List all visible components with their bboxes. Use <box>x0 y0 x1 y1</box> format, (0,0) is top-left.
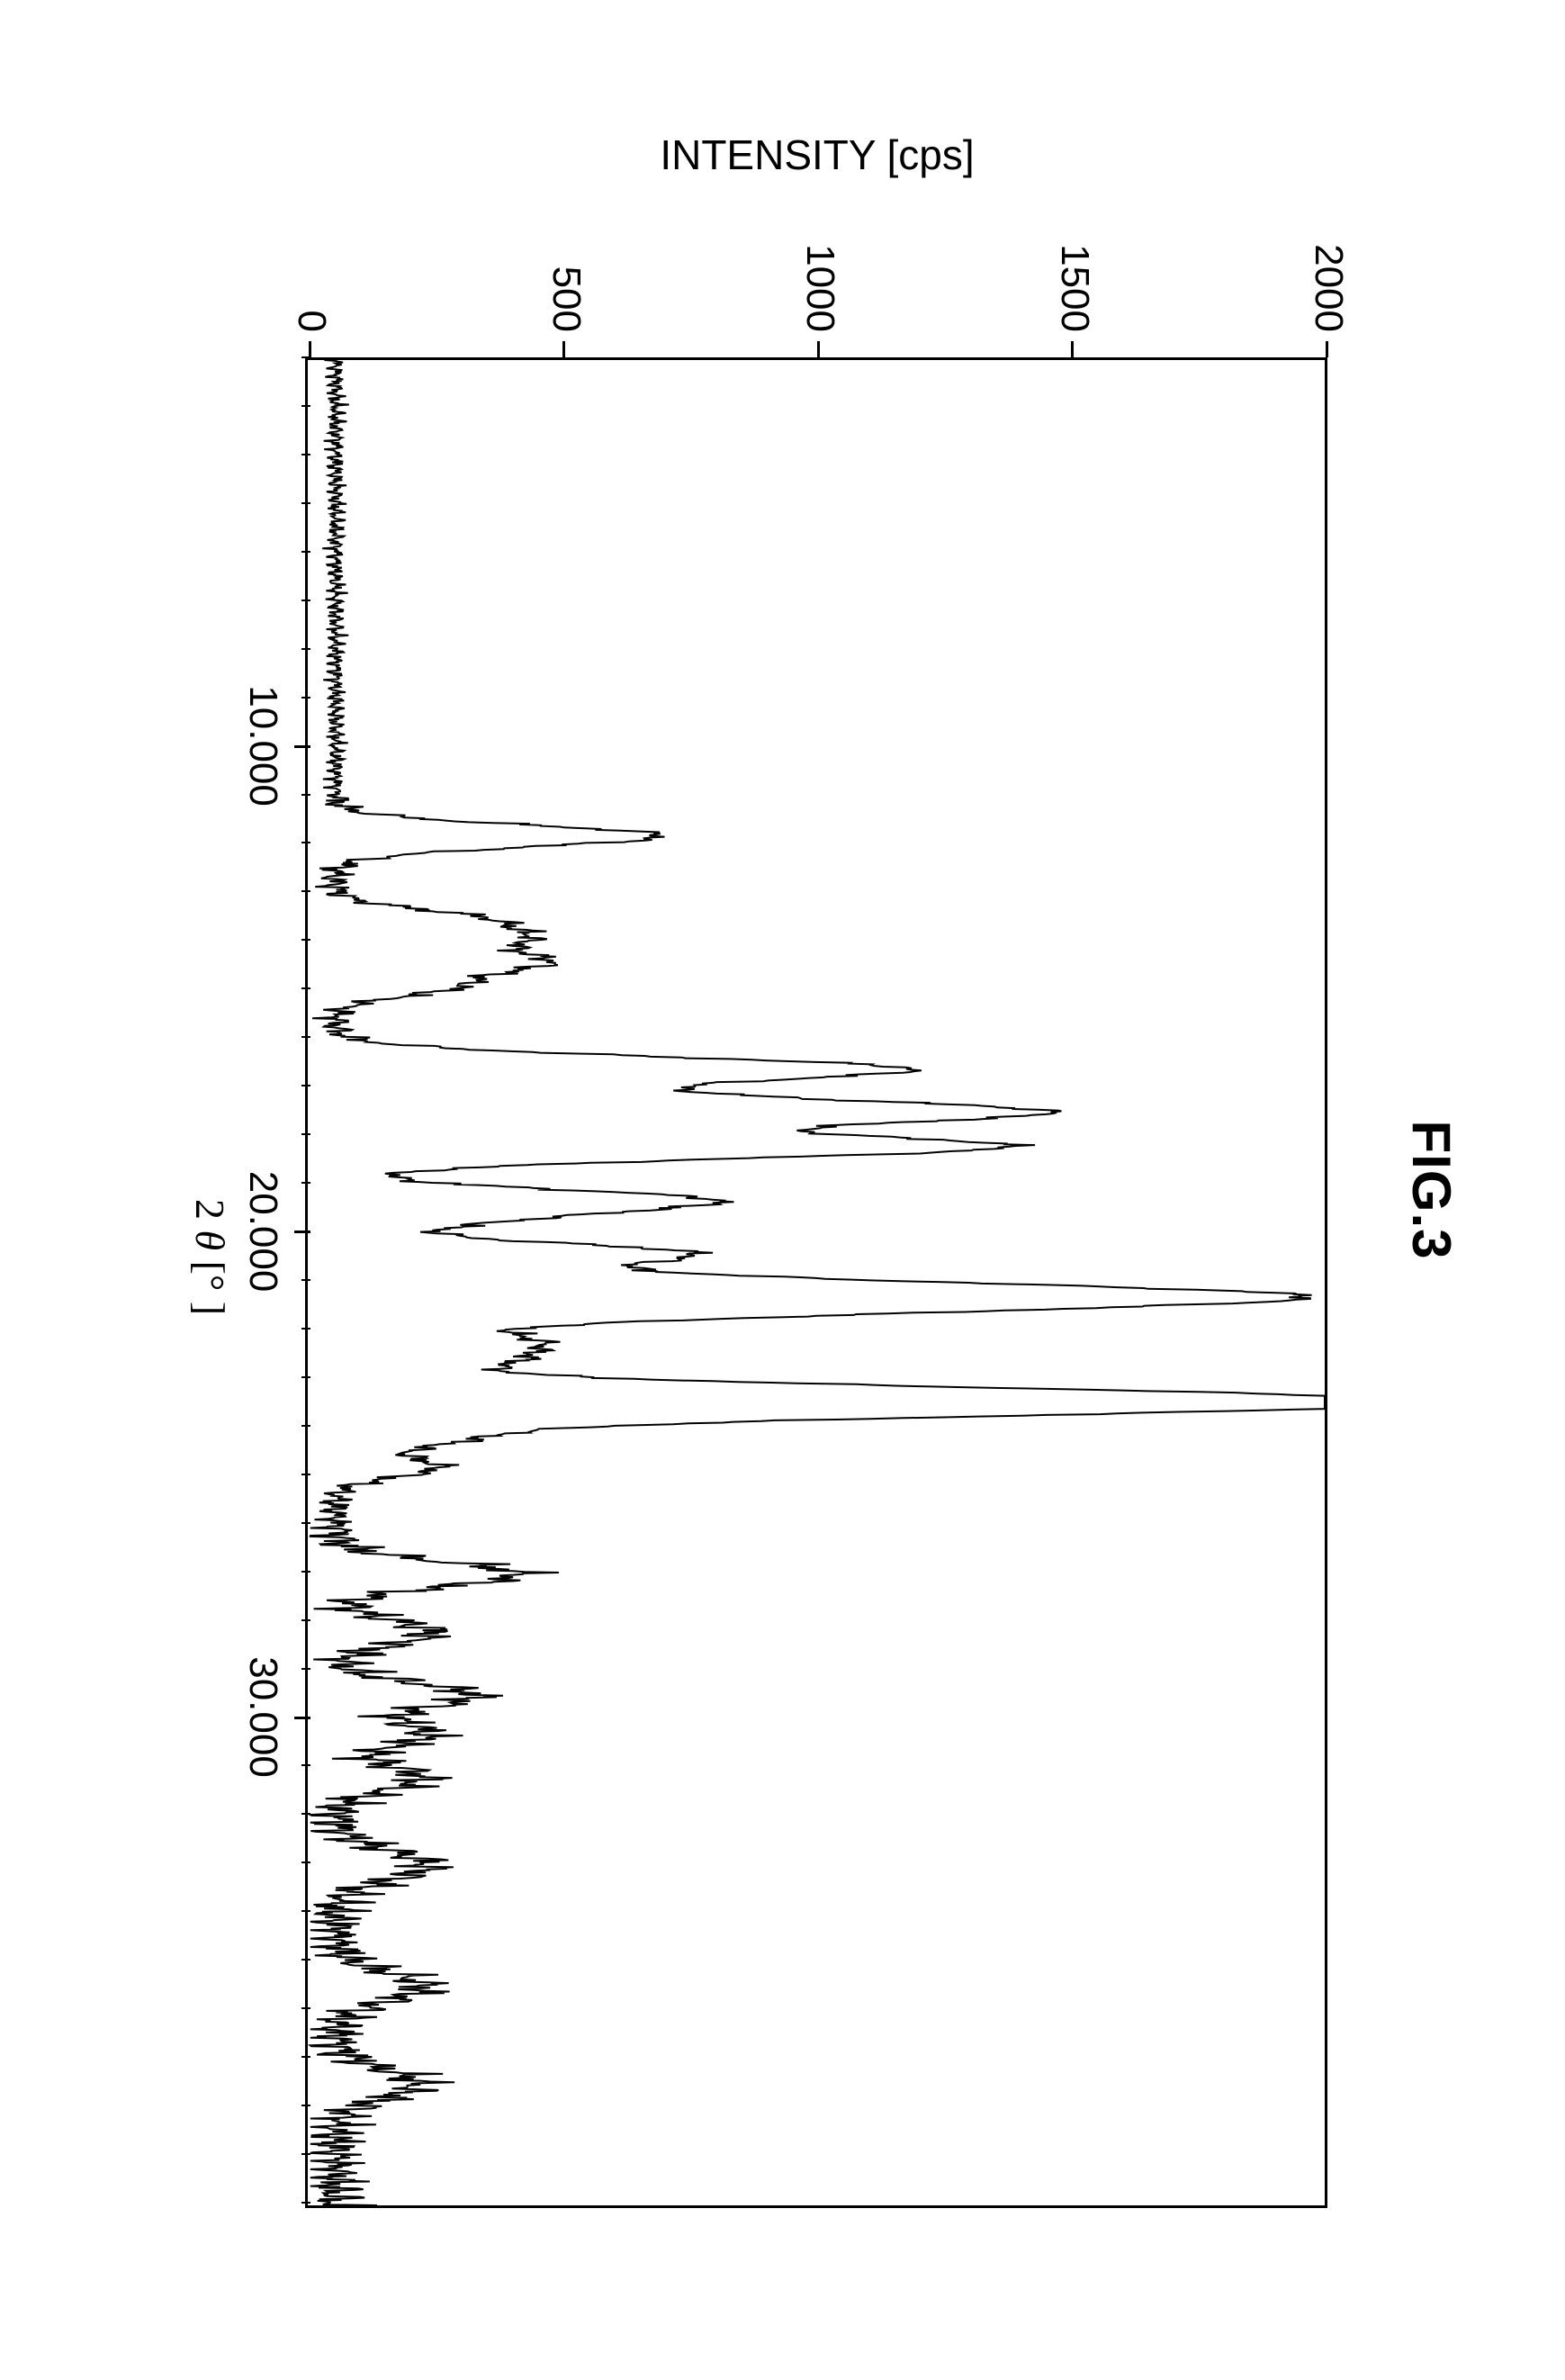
x-tick-minor <box>301 1668 310 1670</box>
x-tick-minor <box>301 454 310 455</box>
x-tick-minor <box>301 356 310 358</box>
y-tick-label: 1000 <box>797 244 842 332</box>
x-tick-minor <box>301 405 310 407</box>
page: FIG.3 INTENSITY [cps] 2 θ [° ] 0 500 1000 1… <box>0 0 1565 2380</box>
x-tick-minor <box>301 1085 310 1086</box>
x-tick-minor <box>301 842 310 843</box>
x-tick-label: 10.000 <box>240 685 285 807</box>
y-tick-label: 500 <box>543 266 588 332</box>
x-tick-minor <box>301 697 310 699</box>
x-axis-label-suffix: [° ] <box>187 1250 233 1315</box>
theta-symbol: θ <box>187 1231 233 1251</box>
figure-rotated-wrap: FIG.3 INTENSITY [cps] 2 θ [° ] 0 500 1000 1… <box>85 87 1480 2293</box>
xrd-line-chart <box>308 360 1325 2205</box>
x-tick-minor <box>301 794 310 796</box>
x-tick-major <box>294 1717 310 1719</box>
x-tick-minor <box>301 2007 310 2009</box>
x-tick-minor <box>301 1910 310 1912</box>
x-tick-label: 30.000 <box>240 1656 285 1778</box>
x-tick-minor <box>301 551 310 553</box>
y-tick-label: 0 <box>289 311 334 332</box>
x-tick-minor <box>301 1619 310 1621</box>
x-tick-minor <box>301 939 310 941</box>
x-axis-label: 2 θ [° ] <box>186 1199 234 1315</box>
x-tick-minor <box>301 600 310 601</box>
x-tick-minor <box>301 502 310 504</box>
x-tick-minor <box>301 1133 310 1135</box>
x-tick-minor <box>301 890 310 892</box>
x-tick-minor <box>301 1182 310 1184</box>
x-tick-major <box>294 1231 310 1233</box>
y-axis-label: INTENSITY [cps] <box>592 131 1042 179</box>
x-tick-minor <box>301 1813 310 1815</box>
y-tick <box>309 341 311 357</box>
x-tick-minor <box>301 1862 310 1863</box>
xrd-trace <box>310 360 1324 2205</box>
y-tick-label: 2000 <box>1306 244 1351 332</box>
x-tick-minor <box>301 1474 310 1475</box>
y-tick <box>1326 341 1328 357</box>
x-tick-minor <box>301 2056 310 2058</box>
x-tick-minor <box>301 2153 310 2155</box>
x-tick-minor <box>301 1376 310 1378</box>
y-tick <box>817 341 820 357</box>
plot-area <box>305 357 1327 2208</box>
x-tick-minor <box>301 1036 310 1038</box>
x-tick-major <box>294 745 310 748</box>
figure-title: FIG.3 <box>1400 1120 1462 1259</box>
y-tick-label: 1500 <box>1051 244 1096 332</box>
x-tick-minor <box>301 1279 310 1281</box>
x-tick-minor <box>301 1328 310 1330</box>
x-tick-minor <box>301 2105 310 2106</box>
x-tick-minor <box>301 1571 310 1573</box>
x-tick-minor <box>301 1425 310 1427</box>
x-tick-minor <box>301 2202 310 2204</box>
x-tick-minor <box>301 1764 310 1766</box>
y-tick <box>1071 341 1074 357</box>
x-tick-minor <box>301 987 310 989</box>
x-tick-label: 20.000 <box>240 1171 285 1293</box>
x-tick-minor <box>301 648 310 650</box>
x-axis-label-prefix: 2 <box>187 1199 233 1231</box>
x-tick-minor <box>301 1959 310 1961</box>
x-tick-minor <box>301 1522 310 1524</box>
y-tick <box>562 341 565 357</box>
